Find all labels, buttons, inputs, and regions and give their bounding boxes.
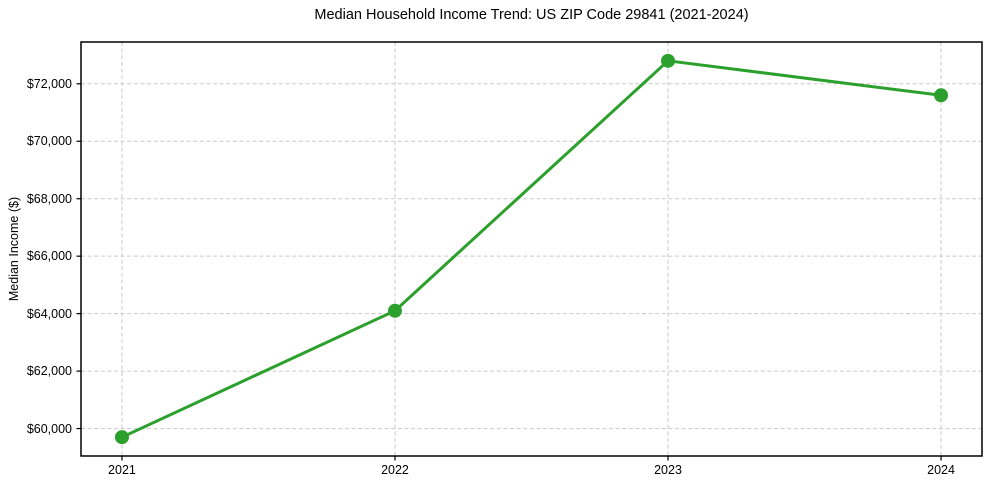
y-tick-label: $62,000: [26, 364, 72, 379]
y-tick-label: $64,000: [26, 306, 72, 321]
y-tick-label: $66,000: [26, 249, 72, 264]
data-point-2022: [387, 303, 402, 318]
y-tick-label: $60,000: [26, 421, 72, 436]
plot-border: [80, 41, 983, 457]
chart-title: Median Household Income Trend: US ZIP Co…: [314, 7, 749, 23]
data-point-2021: [114, 430, 129, 445]
y-tick-label: $72,000: [26, 76, 72, 91]
trend-line: [120, 59, 943, 439]
x-tick-label: 2024: [927, 463, 955, 477]
y-tick-label: $68,000: [26, 191, 72, 206]
data-point-2023: [661, 53, 676, 68]
x-tick-label: 2021: [108, 463, 136, 477]
x-tick-label: 2023: [654, 463, 682, 477]
y-tick-label: $70,000: [26, 134, 72, 149]
x-tick-label: 2022: [381, 463, 409, 477]
data-point-2024: [934, 88, 949, 103]
